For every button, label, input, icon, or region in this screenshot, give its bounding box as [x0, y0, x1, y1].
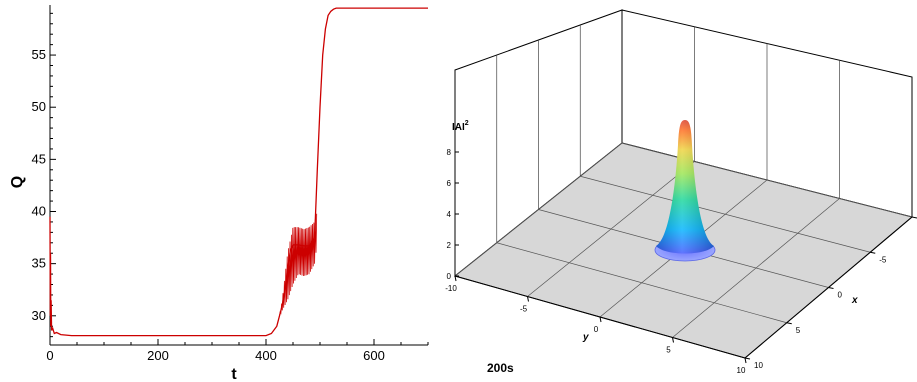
y-tick-3d [599, 316, 602, 323]
x-tick-3d [786, 322, 792, 325]
line-chart-ticks [49, 12, 429, 345]
x-tick-3d [911, 216, 917, 219]
wall-grid-lines [496, 25, 840, 243]
oscillation-zigzag [279, 213, 318, 316]
x-tick-label-3d: 0 [838, 291, 843, 300]
y-tick-label: 35 [32, 256, 46, 271]
y-tick-3d [672, 337, 674, 343]
y-tick-label-3d: -5 [520, 305, 528, 314]
z-tick-label: 6 [447, 179, 452, 188]
y-tick-labels: 30 35 40 45 50 55 [32, 47, 46, 323]
y-tick-labels-3d: -10 -5 0 5 10 [445, 275, 747, 375]
z-tick-labels: 0 2 4 6 8 [447, 148, 459, 281]
peak-shading [656, 120, 714, 254]
y-tick-label-3d: 0 [594, 325, 599, 334]
y-tick-3d [527, 296, 529, 302]
x-axis-label: t [231, 366, 237, 382]
x-tick-label: 200 [147, 348, 169, 363]
x-tick-3d [828, 287, 834, 289]
x-tick-label: 600 [363, 348, 385, 363]
floor-grid-line [580, 175, 871, 253]
y-tick-label: 40 [32, 204, 46, 219]
x-tick-label: 0 [46, 348, 53, 363]
y-axis-label-3d: y [582, 332, 589, 343]
x-tick-3d [744, 357, 751, 360]
surface-peak [654, 120, 716, 262]
surface-plot: 0 2 4 6 8 IAI2 -10 -5 0 5 10 y -10 -5 0 5 10 x 200s [445, 9, 917, 375]
y-tick-label: 55 [32, 47, 46, 62]
floor-grid-line [621, 142, 913, 218]
y-tick-label: 50 [32, 99, 46, 114]
x-axis-label-3d: x [851, 295, 858, 306]
x-tick-labels: 0 200 400 600 [46, 348, 384, 363]
x-tick-3d [870, 251, 876, 254]
y-tick-label-3d: 5 [666, 346, 671, 355]
z-tick-label: 0 [447, 272, 452, 281]
time-caption: 200s [487, 361, 514, 375]
y-tick-3d [744, 357, 747, 364]
z-tick-label: 4 [447, 210, 452, 219]
z-tick-label: 2 [447, 241, 452, 250]
x-tick-label-3d: -5 [879, 255, 887, 264]
y-tick-3d [454, 275, 457, 282]
x-tick-label: 400 [255, 348, 277, 363]
y-axis-label: Q [9, 176, 26, 188]
y-tick-label-3d: 10 [737, 366, 746, 375]
line-chart: 0 200 400 600 30 35 40 45 50 55 t Q [9, 5, 429, 382]
oscillation-band [279, 213, 318, 316]
x-tick-label-3d: 5 [796, 326, 801, 335]
q-series-line [49, 7, 428, 337]
x-tick-label-3d: 10 [754, 361, 763, 370]
y-tick-label: 30 [32, 308, 46, 323]
z-axis-label: IAI2 [452, 120, 469, 133]
y-tick-label: 45 [32, 151, 46, 166]
floor-grid-line [496, 242, 787, 324]
y-tick-label-3d: -10 [445, 284, 457, 293]
z-tick-label: 8 [447, 148, 452, 157]
